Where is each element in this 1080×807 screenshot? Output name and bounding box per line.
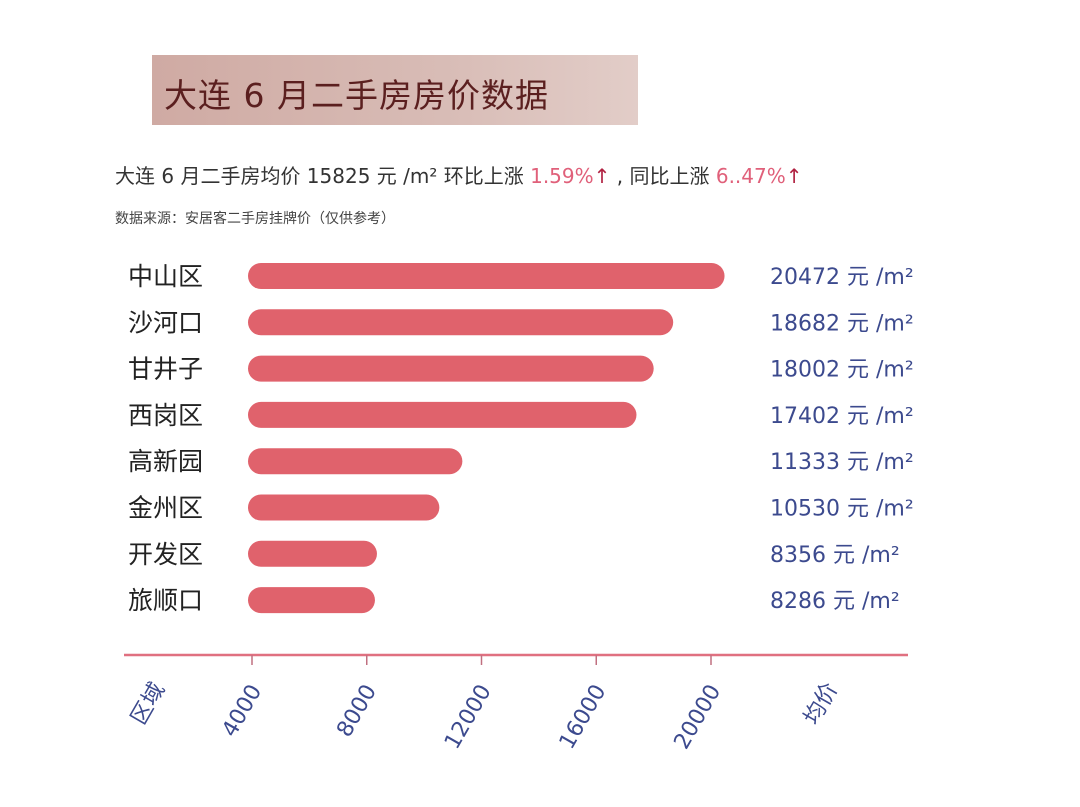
category-label: 开发区 xyxy=(128,540,203,569)
up-arrow-icon: ↑ xyxy=(785,164,803,188)
chart-subtitle: 大连 6 月二手房均价 15825 元 /m² 环比上涨 1.59%↑ , 同比… xyxy=(115,160,803,189)
up-arrow-icon: ↑ xyxy=(593,164,611,188)
y-axis-title: 区域 xyxy=(127,679,171,730)
value-label: 18682 元 /m² xyxy=(770,311,914,336)
bar xyxy=(248,494,440,521)
value-label: 20472 元 /m² xyxy=(770,265,914,290)
bar xyxy=(248,540,377,567)
value-label: 8356 元 /m² xyxy=(770,543,900,568)
x-tick-label: 8000 xyxy=(332,681,382,742)
value-label: 17402 元 /m² xyxy=(770,404,914,429)
bar xyxy=(248,309,674,336)
value-label: 8286 元 /m² xyxy=(770,589,900,614)
x-tick-label: 16000 xyxy=(555,681,612,754)
x-tick-label: 12000 xyxy=(440,681,497,754)
mom-change: 1.59% xyxy=(530,164,594,188)
chart-title: 大连 6 月二手房房价数据 xyxy=(164,76,549,115)
bar xyxy=(248,263,725,289)
category-label: 高新园 xyxy=(128,447,203,476)
bar xyxy=(248,355,654,382)
category-label: 甘井子 xyxy=(128,355,203,384)
bar xyxy=(248,587,375,614)
value-label: 11333 元 /m² xyxy=(770,450,914,475)
category-label: 西岗区 xyxy=(128,401,203,430)
category-label: 金州区 xyxy=(128,494,203,523)
category-label: 中山区 xyxy=(128,262,203,291)
category-label: 沙河口 xyxy=(128,308,203,337)
subtitle-mid: , 同比上涨 xyxy=(610,164,716,188)
x-tick-label: 20000 xyxy=(670,681,727,754)
bar xyxy=(248,401,637,428)
category-label: 旅顺口 xyxy=(128,586,203,615)
value-label: 18002 元 /m² xyxy=(770,358,914,383)
bar xyxy=(248,448,463,475)
data-source: 数据来源：安居客二手房挂牌价（仅供参考） xyxy=(115,211,395,227)
value-label: 10530 元 /m² xyxy=(770,497,914,522)
x-tick-label: 4000 xyxy=(218,681,268,742)
subtitle-prefix: 大连 6 月二手房均价 15825 元 /m² 环比上涨 xyxy=(115,164,531,188)
yoy-change: 6..47% xyxy=(715,164,786,188)
title-banner: 大连 6 月二手房房价数据 xyxy=(152,55,638,125)
x-axis-title: 均价 xyxy=(800,679,844,730)
